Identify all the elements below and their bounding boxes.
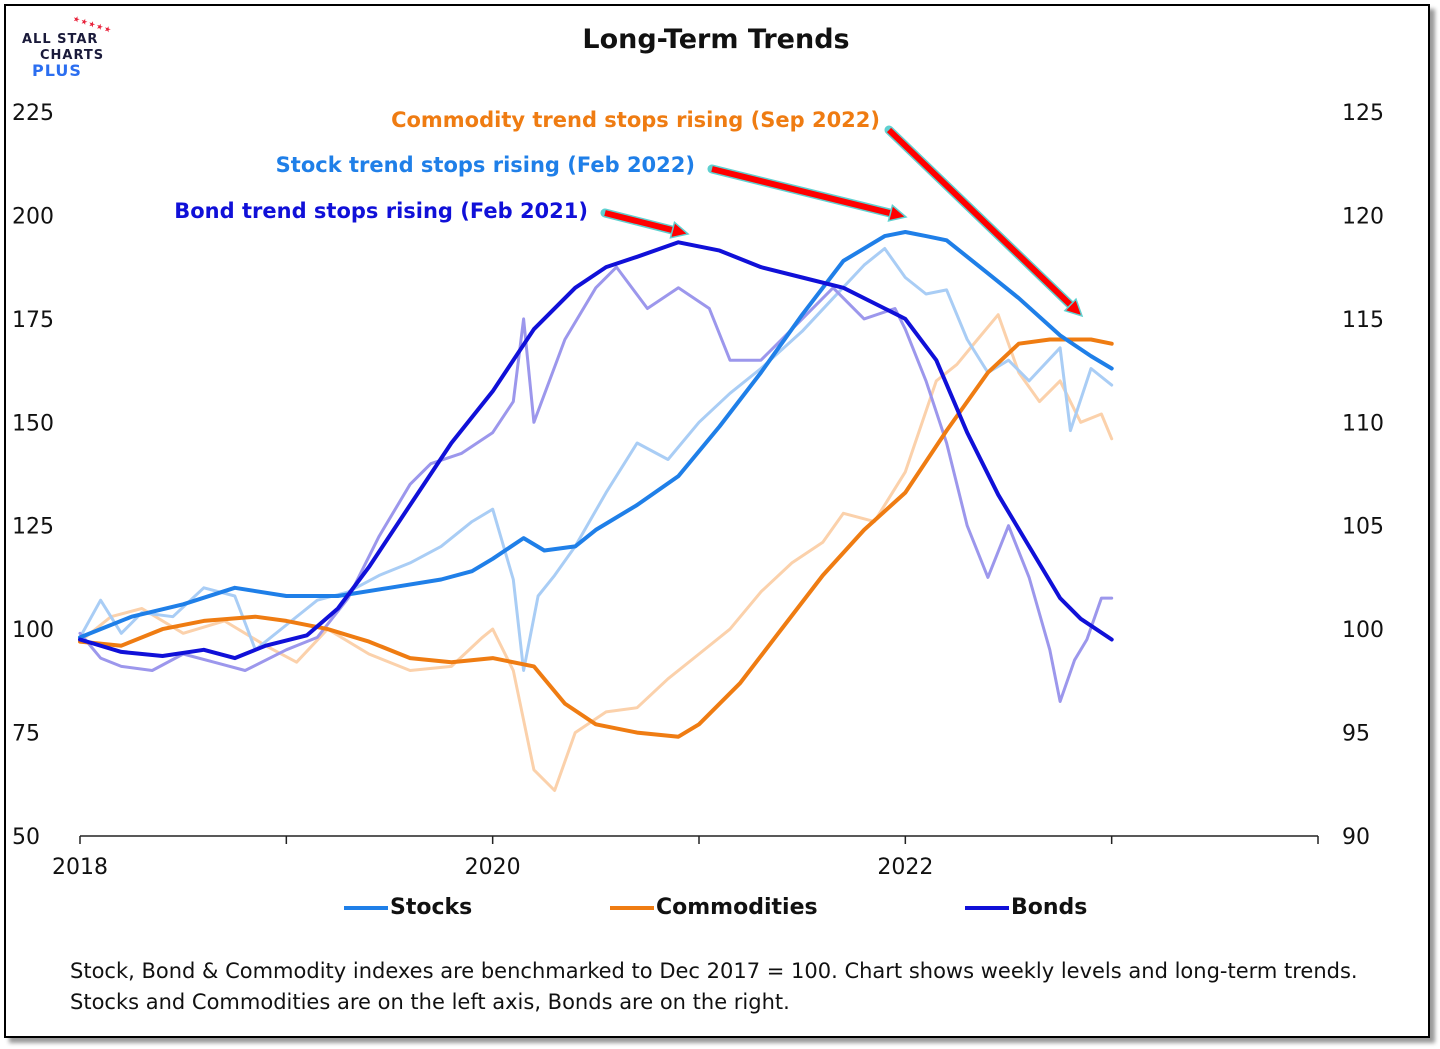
y-tick-label-left: 75 (12, 722, 40, 747)
x-tick-label: 2020 (465, 855, 521, 880)
y-tick-label-left: 50 (12, 825, 40, 850)
legend-swatch-bonds (965, 906, 1009, 910)
y-tick-label-right: 115 (1342, 308, 1384, 333)
y-tick-label-left: 100 (12, 618, 54, 643)
legend-label-bonds: Bonds (1011, 895, 1088, 920)
x-tick-label: 2018 (52, 855, 108, 880)
legend-swatch-stocks (344, 906, 388, 910)
legend-swatch-commodities (610, 906, 654, 910)
legend-label-commodities: Commodities (656, 895, 818, 920)
brand-logo: ★★★★★ ALL STAR CHARTS PLUS (18, 14, 118, 80)
annotation-arrow-shaft (711, 166, 892, 217)
commodities-weekly-line (78, 313, 1114, 792)
bonds-weekly-line (78, 265, 1114, 703)
y-tick-label-right: 90 (1342, 825, 1370, 850)
y-tick-label-right: 95 (1342, 722, 1370, 747)
annotation-arrow-shaft (886, 127, 1073, 308)
annotation-arrow-head (669, 220, 690, 239)
footnote: Stock, Bond & Commodity indexes are benc… (70, 959, 1358, 1014)
annotation-label: Bond trend stops rising (Feb 2021) (174, 199, 588, 223)
chart-title: Long-Term Trends (582, 24, 849, 55)
annotation-arrow-head (887, 204, 908, 222)
y-tick-label-right: 120 (1342, 204, 1384, 229)
legend-label-stocks: Stocks (390, 895, 473, 920)
y-tick-label-left: 125 (12, 515, 54, 540)
legend-item-commodities: Commodities (610, 895, 818, 925)
annotation-arrow-shaft (604, 210, 674, 233)
stocks-weekly-line (78, 247, 1114, 672)
x-tick-label: 2022 (877, 855, 933, 880)
logo-text-line2: CHARTS (40, 48, 105, 63)
logo-text-line3: PLUS (32, 61, 82, 80)
annotation-label: Commodity trend stops rising (Sep 2022) (391, 108, 880, 132)
y-tick-label-left: 150 (12, 411, 54, 436)
annotation-arrow-head (1063, 297, 1084, 318)
logo-text-line1: ALL STAR (22, 32, 99, 47)
chart-frame (4, 4, 1430, 1038)
y-tick-label-right: 125 (1342, 101, 1384, 126)
legend-item-bonds: Bonds (965, 895, 1087, 925)
bonds-trend-line (78, 240, 1114, 661)
y-tick-label-left: 225 (12, 101, 54, 126)
y-tick-label-left: 200 (12, 204, 54, 229)
commodities-trend-line (78, 337, 1114, 739)
y-tick-label-right: 100 (1342, 618, 1384, 643)
y-tick-label-right: 105 (1342, 515, 1384, 540)
y-tick-label-left: 175 (12, 308, 54, 333)
stocks-trend-line (78, 230, 1114, 640)
annotation-label: Stock trend stops rising (Feb 2022) (276, 153, 695, 177)
y-tick-label-right: 110 (1342, 411, 1384, 436)
legend-item-stocks: Stocks (344, 895, 472, 925)
